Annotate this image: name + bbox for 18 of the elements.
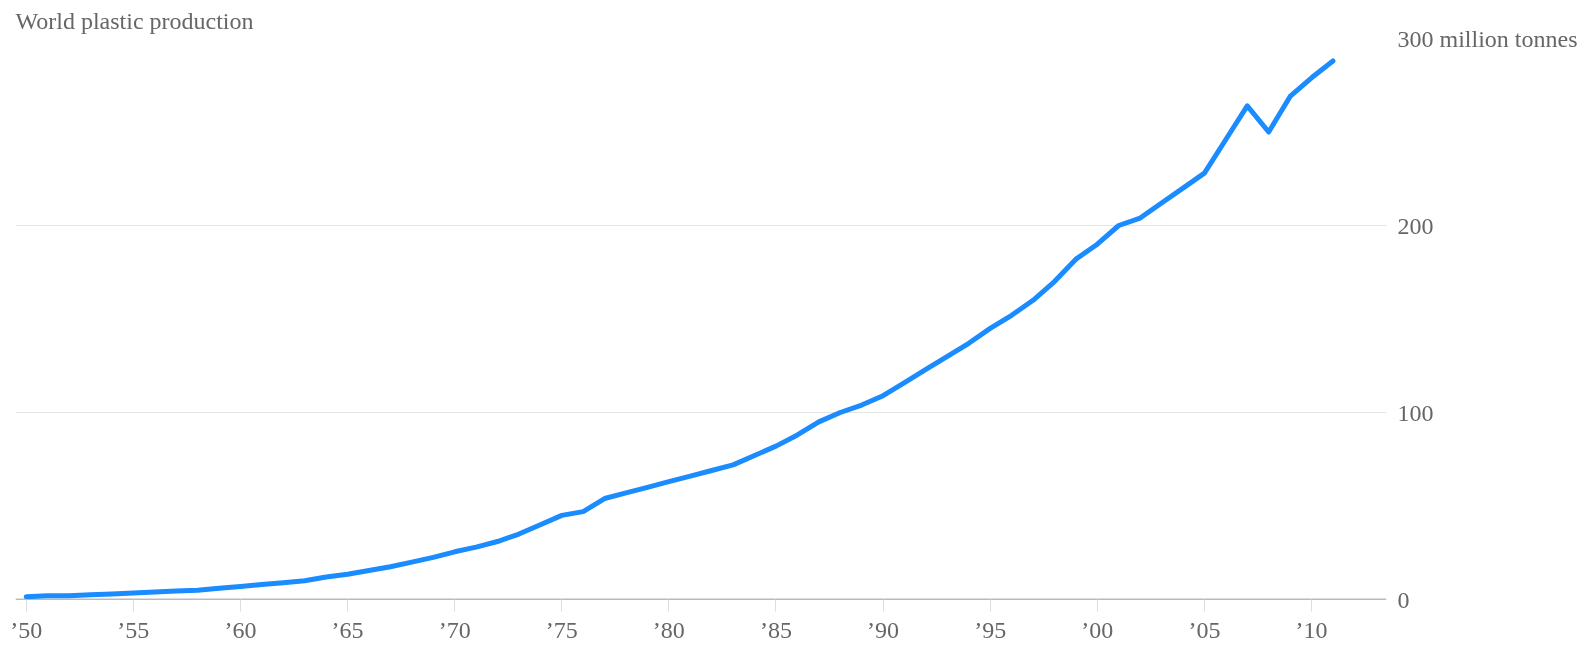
x-tick-label: ’85 [759,616,792,643]
y-tick-label: 100 [1397,399,1434,426]
x-tick-label: ’50 [10,616,43,643]
x-tick-label: ’10 [1295,616,1328,643]
x-tick-label: ’00 [1081,616,1114,643]
x-tick-label: ’70 [438,616,471,643]
x-tick-label: ’75 [545,616,578,643]
x-tick-label: ’05 [1188,616,1221,643]
x-tick-label: ’65 [331,616,364,643]
x-tick-label: ’55 [117,616,150,643]
x-tick-label: ’60 [224,616,257,643]
y-tick-label: 0 [1397,586,1410,613]
x-tick-label: ’95 [974,616,1007,643]
y-tick-label: 300 million tonnes [1397,25,1578,52]
y-tick-label: 200 [1397,212,1434,239]
x-tick-label: ’90 [867,616,900,643]
chart-title: World plastic production [15,7,254,34]
x-tick-label: ’80 [652,616,685,643]
